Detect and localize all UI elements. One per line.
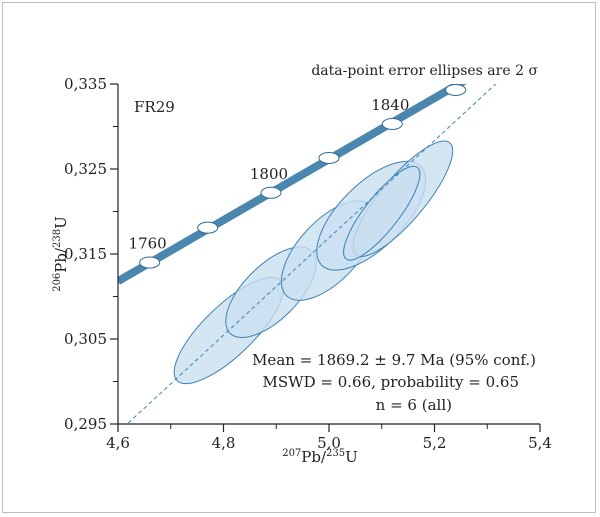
error-ellipse-6 bbox=[343, 165, 421, 261]
concordia-age-marker-1860 bbox=[445, 84, 467, 96]
concordia-age-marker-1820 bbox=[318, 151, 340, 164]
age-label-1840: 1840 bbox=[371, 96, 409, 114]
result-mean: Mean = 1869.2 ± 9.7 Ma (95% conf.) bbox=[252, 351, 536, 369]
x-tick-label: 4,6 bbox=[106, 434, 130, 452]
x-tick-label: 5,4 bbox=[528, 434, 552, 452]
result-mswd: MSWD = 0.66, probability = 0.65 bbox=[263, 373, 519, 391]
axes: 0,295 0,305 0,315 0,325 0,335 4,6 4,8 5,0 5,2 5,4 bbox=[64, 75, 552, 452]
x-tick-label: 5,0 bbox=[317, 434, 341, 452]
y-tick-label: 0,335 bbox=[64, 75, 107, 93]
discordia-line-group bbox=[126, 84, 497, 424]
age-label-1760: 1760 bbox=[129, 235, 167, 253]
x-label-sup: 207 bbox=[282, 448, 301, 459]
y-tick-label: 0,305 bbox=[64, 330, 107, 348]
x-label-main: Pb/ bbox=[301, 448, 327, 466]
concordia-age-marker-1840 bbox=[381, 117, 403, 130]
concordia-curve-group bbox=[118, 84, 467, 285]
y-tick-label: 0,325 bbox=[64, 160, 107, 178]
x-label-end: U bbox=[345, 448, 358, 466]
x-tick-label: 4,8 bbox=[212, 434, 236, 452]
x-label-sup2: 235 bbox=[326, 448, 345, 459]
discordia-line bbox=[126, 84, 497, 424]
result-n: n = 6 (all) bbox=[376, 396, 452, 414]
y-tick-label: 0,295 bbox=[64, 415, 107, 433]
y-tick-label: 0,315 bbox=[64, 245, 107, 263]
age-label-1800: 1800 bbox=[250, 165, 288, 183]
y-label-sup: 206 bbox=[52, 273, 63, 292]
concordia-age-marker-1800 bbox=[260, 186, 282, 199]
concordia-age-marker-1760 bbox=[139, 256, 161, 269]
chart-title: data-point error ellipses are 2 σ bbox=[311, 63, 538, 79]
x-axis-label: 207Pb/235U bbox=[282, 448, 358, 466]
y-label-main: Pb/ bbox=[52, 247, 70, 273]
x-tick-label: 5,2 bbox=[423, 434, 447, 452]
y-label-sup2: 238 bbox=[52, 229, 63, 248]
concordia-age-marker-1780 bbox=[197, 221, 219, 234]
y-axis-label: 206Pb/238U bbox=[52, 216, 70, 292]
concordia-curve bbox=[118, 84, 467, 285]
sample-label: FR29 bbox=[134, 98, 175, 116]
chart-labels: 1760 1800 1840 bbox=[129, 96, 410, 253]
y-label-end: U bbox=[52, 216, 70, 229]
